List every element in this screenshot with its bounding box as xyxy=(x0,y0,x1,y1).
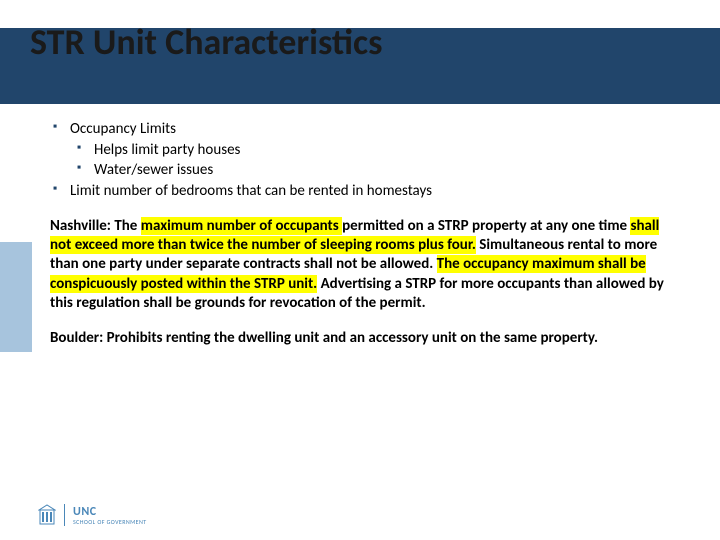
footer-org: UNC xyxy=(73,506,147,518)
footer: UNC SCHOOL OF GOVERNMENT xyxy=(38,504,147,526)
footer-dept: SCHOOL OF GOVERNMENT xyxy=(73,519,147,525)
nashville-paragraph: Nashville: The maximum number of occupan… xyxy=(50,217,680,313)
boulder-paragraph: Boulder: Prohibits renting the dwelling … xyxy=(50,329,680,348)
footer-separator xyxy=(64,504,65,526)
list-item: Helps limit party houses xyxy=(70,141,680,161)
left-accent-block xyxy=(0,242,32,352)
bullet-text: Limit number of bedrooms that can be ren… xyxy=(70,182,432,200)
footer-text: UNC SCHOOL OF GOVERNMENT xyxy=(73,506,147,525)
list-item: Water/sewer issues xyxy=(70,161,680,181)
content-area: Occupancy Limits Helps limit party house… xyxy=(50,120,680,348)
bullet-text: Occupancy Limits xyxy=(70,120,176,138)
list-item: Occupancy Limits Helps limit party house… xyxy=(50,120,680,181)
bullet-list: Occupancy Limits Helps limit party house… xyxy=(50,120,680,201)
text-run: permitted on a STRP property at any one … xyxy=(342,217,630,235)
page-title: STR Unit Characteristics xyxy=(30,24,382,62)
sub-list: Helps limit party houses Water/sewer iss… xyxy=(70,141,680,181)
text-run: Nashville: The xyxy=(50,217,141,235)
bullet-text: Water/sewer issues xyxy=(94,161,213,179)
list-item: Limit number of bedrooms that can be ren… xyxy=(50,182,680,202)
unc-logo-icon xyxy=(38,504,56,526)
bullet-text: Helps limit party houses xyxy=(94,141,240,159)
highlight-run: maximum number of occupants xyxy=(141,217,342,235)
